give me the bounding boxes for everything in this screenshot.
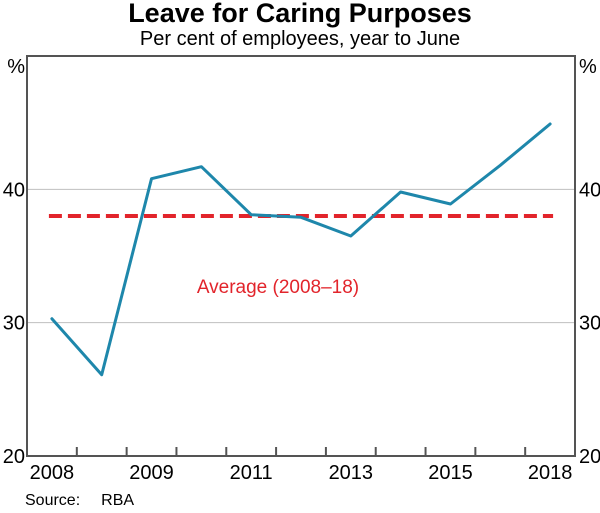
y-unit-right: % [579,56,597,78]
y-axis-label-left-20: 20 [3,446,25,468]
y-unit-left: % [7,56,25,78]
source-note: Source: RBA [25,492,134,510]
chart-title: Leave for Caring Purposes [128,0,472,28]
x-axis-label-2015: 2015 [428,462,473,484]
x-axis-label-2011: 2011 [230,462,273,484]
y-axis-label-left-30: 30 [3,313,25,335]
plot-frame [26,55,576,457]
data-line [50,122,552,377]
chart-subtitle: Per cent of employees, year to June [139,28,461,50]
x-axis-label-2009: 2009 [129,462,174,484]
source-label: Source: [25,492,81,509]
x-axis-label-2008: 2008 [30,462,75,484]
y-axis-label-left-40: 40 [3,179,25,201]
x-axis-label-2018: 2018 [528,462,573,484]
y-axis-label-right-20: 20 [579,446,600,468]
source-value: RBA [101,492,135,509]
average-label: Average (2008–18) [197,277,359,298]
x-axis-label-2013: 2013 [329,462,374,484]
y-axis-label-right-40: 40 [579,179,600,201]
y-axis-label-right-30: 30 [579,313,600,335]
